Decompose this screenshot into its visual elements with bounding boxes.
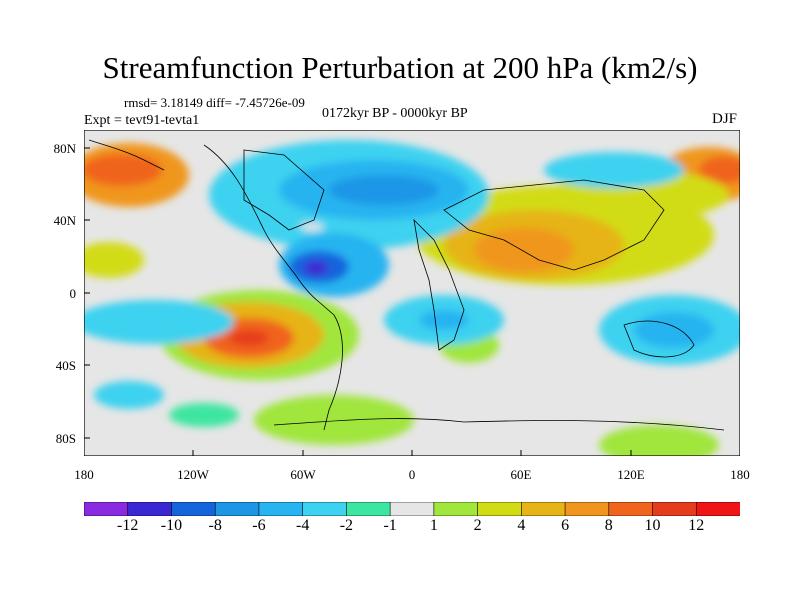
lat-tick-label: 40S xyxy=(55,358,76,373)
colorbar-tick-label: -12 xyxy=(117,517,139,534)
colorbar-tick-label: -1 xyxy=(383,517,397,534)
colorbar-segment xyxy=(214,502,260,516)
stats-text: rmsd= 3.18149 diff= -7.45726e-09 xyxy=(124,95,305,110)
map-ticks xyxy=(84,147,632,456)
field-high xyxy=(599,425,719,456)
plot-title: Streamfunction Perturbation at 200 hPa (… xyxy=(102,50,698,85)
field-neutral xyxy=(300,223,324,231)
lon-tick-label: 0 xyxy=(408,467,416,482)
field-low xyxy=(544,152,684,188)
field-low xyxy=(94,381,164,409)
lon-tick-label: 60W xyxy=(290,467,316,482)
colorbar-segment xyxy=(521,502,566,516)
lat-tick-label: 40N xyxy=(53,213,76,228)
colorbar-segment xyxy=(258,502,304,516)
field-low xyxy=(419,310,469,330)
colorbar-segment xyxy=(433,502,479,516)
colorbar-tick-label: 8 xyxy=(604,517,613,534)
field-high xyxy=(84,242,144,278)
colorbar-tick-label: -4 xyxy=(295,517,310,534)
lat-tick-label: 80S xyxy=(55,431,76,446)
colorbar-segment xyxy=(389,502,435,516)
colorbar-segment xyxy=(346,502,391,516)
colorbar-tick-label: 2 xyxy=(473,517,482,534)
period-text: 0172kyr BP - 0000kyr BP xyxy=(322,106,468,121)
colorbar-segment xyxy=(171,502,217,516)
experiment-text: Expt = tevt91-tevta1 xyxy=(84,113,200,128)
field-high xyxy=(84,154,162,186)
field-high xyxy=(229,330,269,346)
lon-tick-label: 180 xyxy=(74,467,94,482)
colorbar-tick-label: -8 xyxy=(208,517,222,534)
field-low xyxy=(169,403,239,427)
colorbar-segment xyxy=(608,502,654,516)
colorbar-tick-label: -2 xyxy=(339,517,354,534)
lon-tick-label: 180 xyxy=(730,467,750,482)
lon-tick-label: 60E xyxy=(510,467,532,482)
colorbar xyxy=(84,502,740,516)
colorbar-tick-label: 4 xyxy=(517,517,526,534)
colorbar-tick-label: -6 xyxy=(252,517,266,534)
colorbar-segment xyxy=(127,502,173,516)
streamfunction-map xyxy=(84,130,740,456)
colorbar-tick-label: -10 xyxy=(160,517,183,534)
colorbar-tick-label: 1 xyxy=(429,517,438,534)
field-high xyxy=(254,395,414,445)
lon-tick-label: 120E xyxy=(617,467,645,482)
colorbar-segment xyxy=(84,502,129,516)
colorbar-segment xyxy=(652,502,698,516)
colorbar-segment xyxy=(477,502,523,516)
colorbar-segment xyxy=(302,502,348,516)
field-high xyxy=(699,156,740,184)
colorbar-tick-label: 12 xyxy=(688,517,705,534)
field-high xyxy=(474,228,574,272)
colorbar-tick-label: 6 xyxy=(561,517,570,534)
colorbar-segment xyxy=(695,502,740,516)
colorbar-tick-label: 10 xyxy=(644,517,661,534)
lat-tick-label: 0 xyxy=(69,286,77,301)
field-low xyxy=(329,175,439,205)
field-low xyxy=(304,261,328,275)
coastlines xyxy=(88,139,725,431)
lat-tick-label: 80N xyxy=(53,141,76,156)
lon-tick-label: 120W xyxy=(177,467,209,482)
field-low xyxy=(84,300,234,344)
season-label: DJF xyxy=(712,111,738,127)
colorbar-segment xyxy=(564,502,610,516)
field-low xyxy=(634,312,714,348)
